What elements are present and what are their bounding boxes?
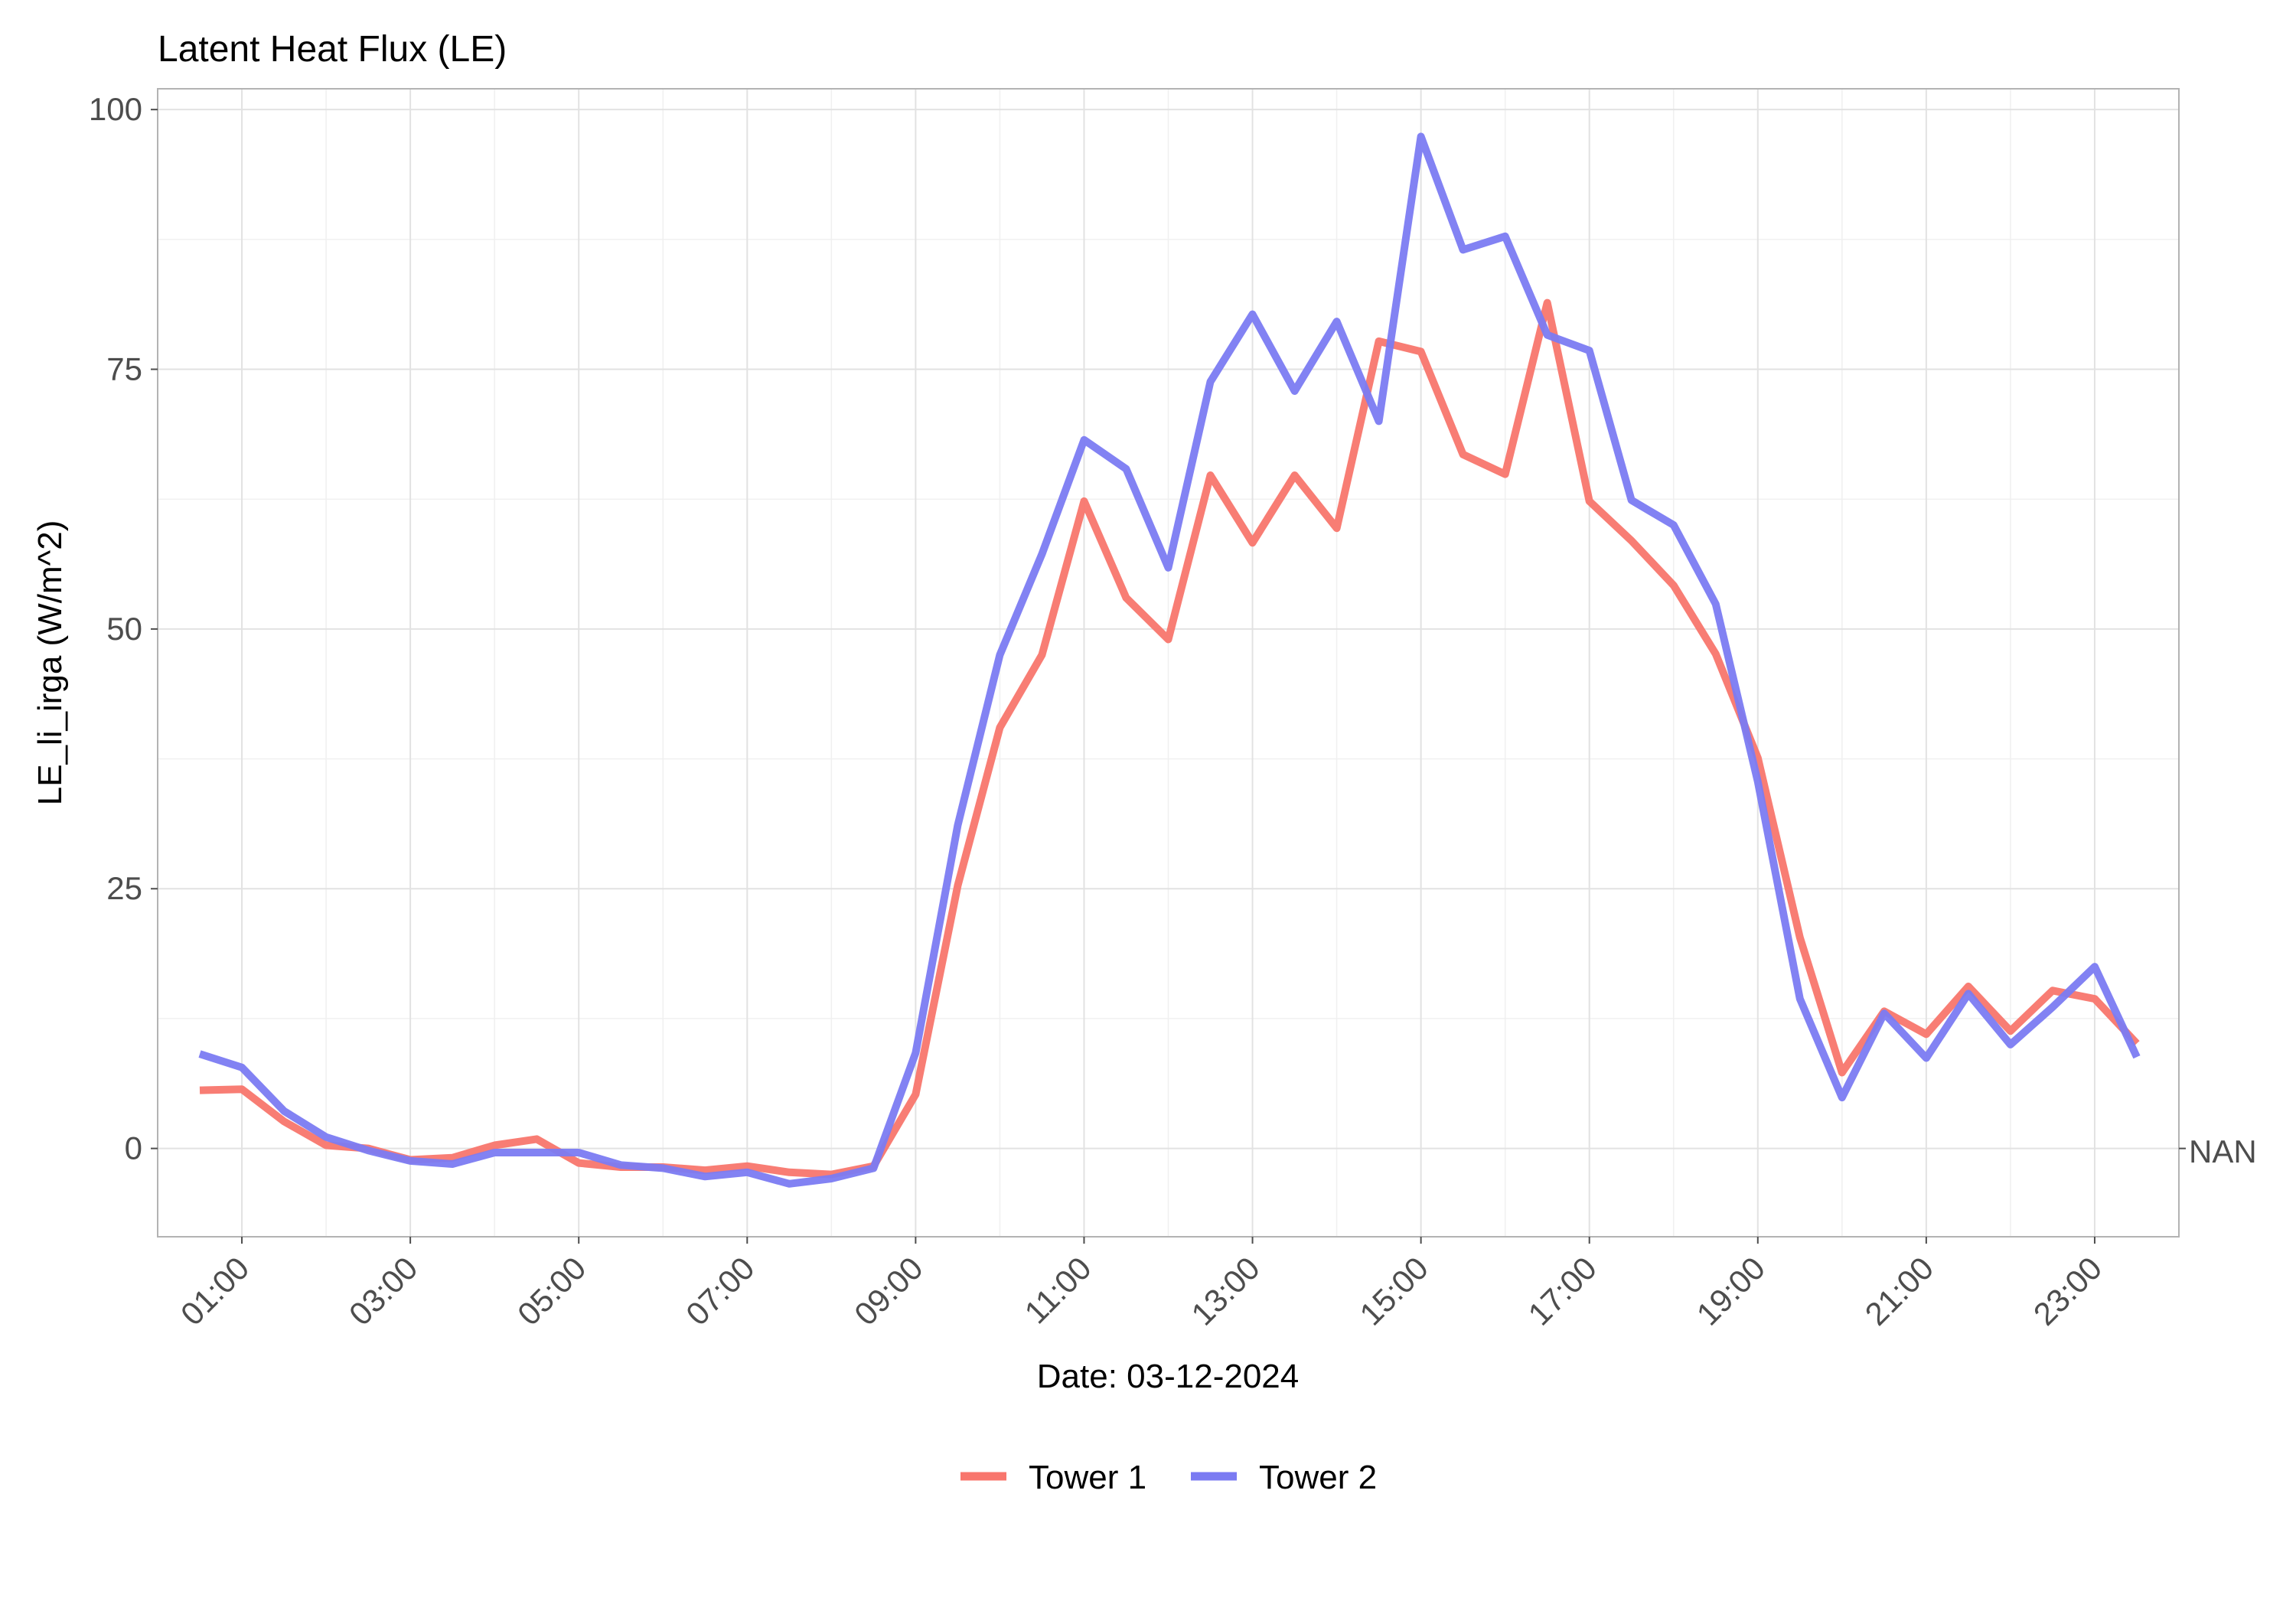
y-tick-label: 25	[106, 870, 142, 906]
series-line-tower-2	[198, 132, 2141, 1188]
y-tick-label: 100	[89, 91, 142, 127]
y-axis-label: LE_li_irga (W/m^2)	[31, 520, 69, 806]
series-lines	[198, 132, 2141, 1188]
grid	[157, 89, 2180, 1237]
secondary-y-label: NAN	[2189, 1133, 2257, 1169]
chart-title: Latent Heat Flux (LE)	[158, 29, 507, 70]
y-axis-ticks: 0 25 50 75 100	[89, 91, 2186, 1166]
series-line-tower-1	[199, 298, 2140, 1179]
plot-panel-border	[157, 88, 2180, 1238]
legend-label-tower-2: Tower 2	[1259, 1459, 1377, 1496]
x-axis-label: Date: 03-12-2024	[1037, 1358, 1299, 1395]
legend-label-tower-1: Tower 1	[1029, 1459, 1146, 1496]
legend: Tower 1 Tower 2	[960, 1459, 1377, 1496]
y-tick-label: 0	[125, 1130, 142, 1166]
y-tick-label: 75	[106, 351, 142, 387]
y-tick-label: 50	[106, 611, 142, 647]
